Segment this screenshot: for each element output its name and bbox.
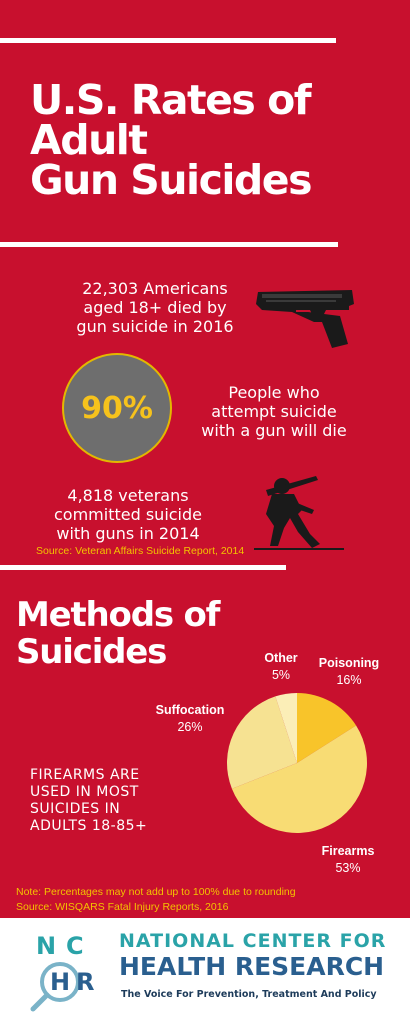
footer: N C H R NATIONAL CENTER FOR HEALTH RESEA… bbox=[0, 918, 410, 1024]
rounding-note: Note: Percentages may not add up to 100%… bbox=[16, 886, 296, 898]
logo-letter-c: C bbox=[66, 932, 84, 960]
pie-slice-other bbox=[275, 693, 297, 763]
title-divider bbox=[0, 242, 338, 247]
top-divider bbox=[0, 38, 336, 43]
logo-letter-r: R bbox=[76, 968, 95, 996]
pie-label-poisoning: Poisoning 16% bbox=[313, 655, 385, 689]
pie-slice-poisoning bbox=[297, 693, 357, 763]
org-name-line2: HEALTH RESEARCH bbox=[119, 952, 385, 981]
pie-label-other: Other 5% bbox=[259, 650, 303, 684]
pie-label-poisoning-name: Poisoning bbox=[318, 656, 380, 670]
methods-title: Methods of Suicides bbox=[16, 595, 220, 672]
page-title: U.S. Rates of Adult Gun Suicides bbox=[30, 76, 313, 204]
pie-label-suffocation: Suffocation 26% bbox=[149, 702, 231, 736]
pie-label-firearms: Firearms 53% bbox=[312, 843, 384, 877]
pie-label-firearms-name: Firearms bbox=[321, 844, 375, 858]
soldier-icon bbox=[254, 476, 344, 550]
logo-letter-n: N bbox=[36, 932, 57, 960]
percentage-circle: 90% bbox=[62, 353, 172, 463]
wisqars-source: Source: WISQARS Fatal Injury Reports, 20… bbox=[16, 901, 229, 913]
pie-slice-suffocation bbox=[227, 696, 297, 789]
veterans-source: Source: Veteran Affairs Suicide Report, … bbox=[36, 545, 245, 557]
pie-slice-firearms bbox=[231, 725, 367, 833]
pie-label-poisoning-value: 16% bbox=[336, 673, 362, 687]
section-divider bbox=[0, 565, 286, 570]
infographic-poster: U.S. Rates of Adult Gun Suicides 22,303 … bbox=[0, 0, 410, 918]
methods-pie-chart bbox=[227, 693, 367, 833]
firearms-callout: FIREARMS ARE USED IN MOST SUICIDES IN AD… bbox=[30, 767, 148, 834]
org-tagline: The Voice For Prevention, Treatment And … bbox=[121, 989, 377, 1000]
veterans-stat: 4,818 veterans committed suicide with gu… bbox=[54, 486, 202, 543]
percentage-value: 90% bbox=[81, 390, 153, 426]
magnifier-icon bbox=[30, 962, 80, 1012]
attempt-stat: People who attempt suicide with a gun wi… bbox=[201, 383, 347, 440]
pistol-icon bbox=[256, 290, 354, 348]
pie-label-firearms-value: 53% bbox=[335, 861, 361, 875]
org-name-line1: NATIONAL CENTER FOR bbox=[119, 930, 387, 952]
pie-label-suffocation-value: 26% bbox=[177, 720, 203, 734]
logo-letter-h: H bbox=[50, 968, 71, 996]
pie-label-suffocation-name: Suffocation bbox=[155, 703, 225, 717]
pie-label-other-value: 5% bbox=[271, 668, 291, 682]
nchr-logo: N C H R bbox=[30, 932, 98, 1012]
pie-label-other-name: Other bbox=[264, 651, 298, 665]
americans-stat: 22,303 Americans aged 18+ died by gun su… bbox=[76, 279, 234, 336]
